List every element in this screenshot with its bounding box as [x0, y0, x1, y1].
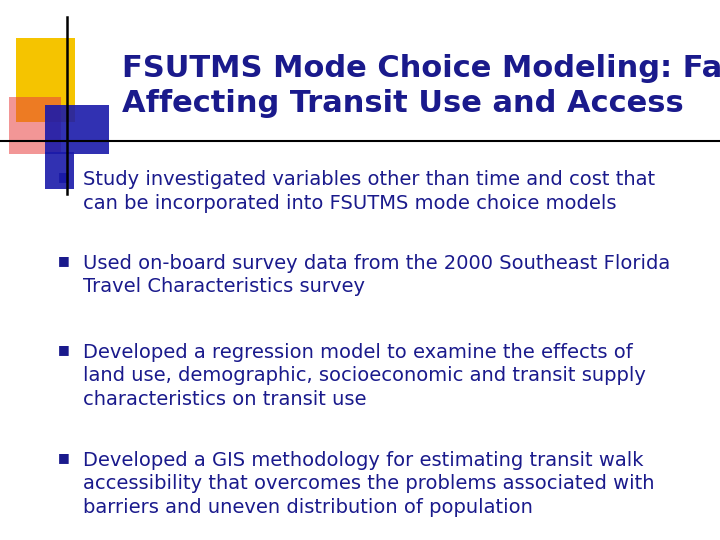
Text: ■: ■ — [58, 254, 69, 267]
Text: FSUTMS Mode Choice Modeling: Factors
Affecting Transit Use and Access: FSUTMS Mode Choice Modeling: Factors Aff… — [122, 54, 720, 118]
Text: Developed a GIS methodology for estimating transit walk
accessibility that overc: Developed a GIS methodology for estimati… — [83, 451, 654, 517]
Bar — [45, 152, 74, 189]
Bar — [9, 97, 61, 154]
Text: ■: ■ — [58, 170, 69, 183]
Text: Used on-board survey data from the 2000 Southeast Florida
Travel Characteristics: Used on-board survey data from the 2000 … — [83, 254, 670, 296]
Text: ■: ■ — [58, 451, 69, 464]
Text: Developed a regression model to examine the effects of
land use, demographic, so: Developed a regression model to examine … — [83, 343, 646, 409]
Bar — [16, 38, 75, 122]
Bar — [45, 105, 109, 154]
Text: Study investigated variables other than time and cost that
can be incorporated i: Study investigated variables other than … — [83, 170, 655, 213]
Text: ■: ■ — [58, 343, 69, 356]
